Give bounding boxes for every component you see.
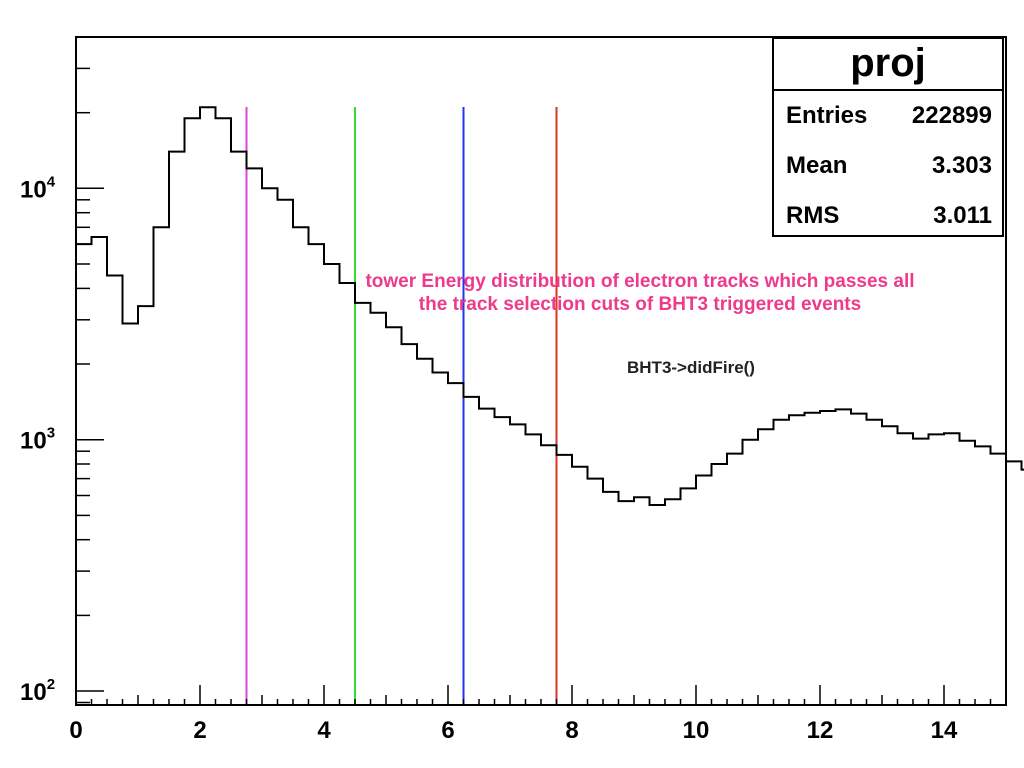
- x-tick-label: 12: [807, 717, 834, 744]
- stats-rms-value: 3.011: [933, 202, 992, 229]
- y-axis-ticks: 102 103 104: [20, 36, 104, 706]
- stats-mean-label: Mean: [786, 152, 848, 179]
- vertical-lines: [245, 107, 558, 705]
- histogram-line: [75, 106, 1024, 705]
- stats-mean-value: 3.303: [931, 152, 992, 179]
- x-tick-label: 10: [683, 717, 710, 744]
- x-axis-ticks: 0 2 4 6 8 10 12 14: [69, 685, 1007, 744]
- stats-rms-label: RMS: [786, 202, 840, 229]
- x-tick-label: 0: [69, 717, 82, 744]
- stats-box: proj Entries 222899 Mean 3.303 RMS 3.011: [772, 37, 1004, 237]
- stats-entries-label: Entries: [786, 102, 868, 129]
- annotation-description: tower Energy distribution of electron tr…: [365, 271, 915, 315]
- y-tick-label: 102: [20, 676, 55, 706]
- x-tick-label: 2: [193, 717, 206, 744]
- stats-row-entries: Entries 222899: [774, 91, 1002, 141]
- x-tick-label: 14: [931, 717, 958, 744]
- y-tick-label: 104: [20, 173, 56, 203]
- x-tick-label: 6: [441, 717, 454, 744]
- stats-row-mean: Mean 3.303: [774, 141, 1002, 191]
- x-tick-label: 8: [565, 717, 578, 744]
- stats-entries-value: 222899: [911, 102, 992, 129]
- y-tick-label: 103: [20, 425, 55, 455]
- annotation-trigger: BHT3->didFire(): [627, 358, 755, 377]
- x-tick-label: 4: [317, 717, 331, 744]
- stats-title: proj: [774, 39, 1002, 91]
- stats-row-rms: RMS 3.011: [774, 191, 1002, 241]
